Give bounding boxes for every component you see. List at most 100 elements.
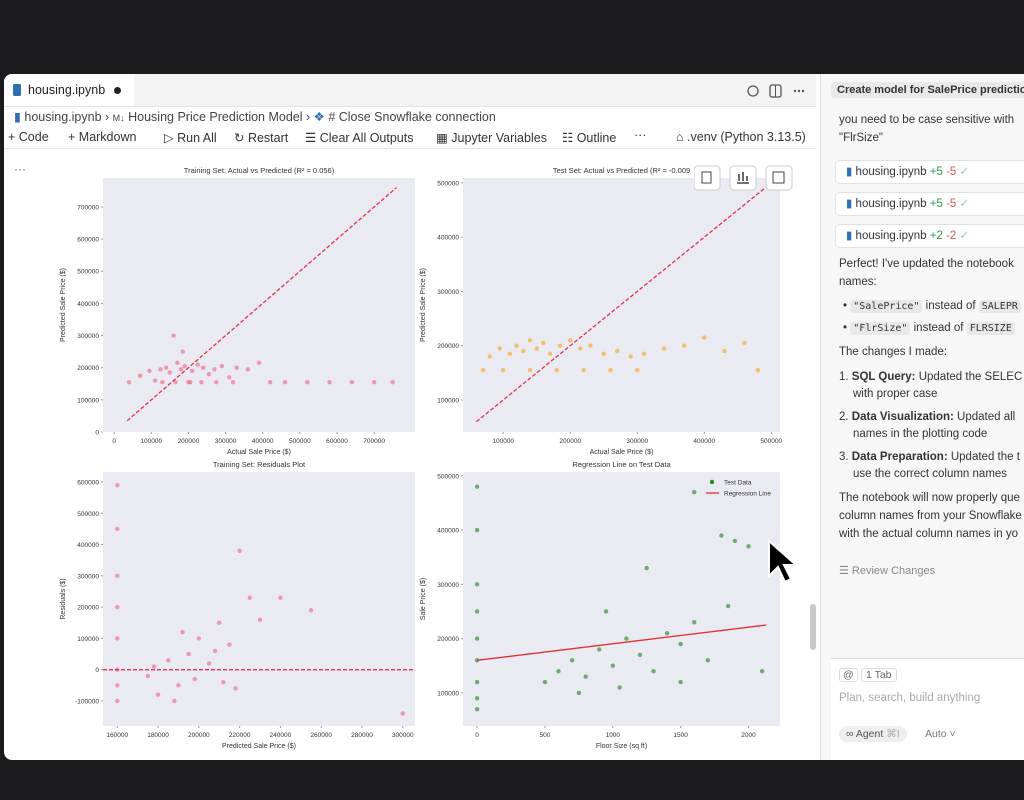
label: Clear All Outputs	[319, 131, 414, 145]
point	[681, 343, 687, 348]
file-name: housing.ipynb	[855, 198, 927, 210]
text: Perfect! I've updated the notebook	[839, 258, 1014, 270]
toolbar-button[interactable]: + Markdown	[68, 130, 137, 144]
toolbar-button[interactable]: ▷ Run All	[164, 131, 217, 145]
point	[608, 367, 613, 373]
tab[interactable]	[4, 74, 134, 106]
plot-area	[103, 178, 415, 432]
point	[115, 636, 120, 641]
model-picker[interactable]: Auto ˅	[925, 728, 956, 740]
x-tick-label: 280000	[351, 732, 373, 739]
output-actions[interactable]	[694, 164, 794, 192]
removed: -5	[946, 198, 957, 210]
point	[678, 679, 683, 685]
x-axis-label: Actual Sale Price ($)	[590, 449, 654, 456]
point	[180, 629, 185, 635]
x-tick-label: 220000	[229, 732, 251, 739]
placeholder: Plan, search, build anything	[839, 692, 981, 704]
y-tick-label: 100000	[77, 397, 99, 404]
point	[474, 527, 480, 533]
point	[145, 673, 151, 679]
breadcrumb-item[interactable]: housing.ipynb	[24, 110, 102, 124]
breadcrumb-item[interactable]: # Close Snowflake connection	[328, 110, 496, 124]
y-tick-label: 300000	[437, 289, 459, 296]
x-axis-label: Actual Sale Price ($)	[227, 449, 291, 456]
code: "FlrSize"	[850, 322, 911, 335]
point	[569, 658, 575, 663]
x-tick-label: 500000	[289, 438, 311, 445]
shortcut: ⌘I	[886, 728, 900, 740]
point	[155, 692, 161, 697]
point	[221, 680, 226, 685]
y-tick-label: 600000	[77, 237, 99, 244]
tab-title[interactable]: housing.ipynb	[28, 83, 106, 97]
toolbar-button[interactable]: + Code	[8, 130, 49, 144]
point	[474, 484, 480, 489]
y-tick-label: 600000	[77, 480, 99, 487]
unsaved-dot	[114, 87, 121, 94]
point	[214, 379, 219, 385]
file-chip[interactable]: ▮ housing.ipynb +5 -5 ✓	[835, 160, 1024, 184]
text: names in the plotting code	[853, 428, 988, 440]
review-changes[interactable]: ☰ Review Changes	[839, 565, 936, 577]
point	[527, 367, 533, 373]
point	[759, 668, 765, 674]
y-tick-label: 100000	[77, 636, 99, 643]
point	[641, 351, 647, 357]
chat-input[interactable]	[831, 658, 1024, 760]
point	[233, 686, 238, 691]
y-tick-label: 300000	[437, 582, 459, 589]
point	[474, 636, 480, 641]
point	[705, 658, 711, 663]
point	[115, 573, 120, 579]
x-tick-label: 400000	[252, 438, 274, 445]
point	[173, 379, 178, 385]
file-chip[interactable]: ▮ housing.ipynb +5 -5 ✓	[835, 192, 1024, 216]
point	[227, 375, 232, 380]
toolbar-more[interactable]: ···	[634, 128, 647, 142]
toolbar-button[interactable]: ☷ Outline	[562, 131, 617, 145]
label: Markdown	[78, 130, 137, 144]
toolbar-button[interactable]: ↻ Restart	[234, 131, 289, 145]
label: Agent	[855, 728, 884, 740]
mention-button[interactable]: @	[839, 668, 858, 682]
point	[581, 367, 586, 373]
y-axis-label: Sale Price ($)	[420, 578, 427, 620]
window-actions[interactable]	[746, 83, 816, 99]
toolbar-button[interactable]: ☰ Clear All Outputs	[305, 131, 414, 145]
mode-picker[interactable]: ∞ Agent ⌘I	[839, 726, 907, 742]
context-chip[interactable]: 1 Tab	[861, 668, 897, 682]
y-tick-label: 400000	[437, 235, 459, 242]
kernel-picker[interactable]: ⌂ .venv (Python 3.13.5)	[676, 130, 806, 144]
removed: -5	[946, 166, 957, 178]
point	[644, 565, 649, 571]
breadcrumb-item[interactable]: Housing Price Prediction Model	[128, 110, 303, 124]
x-tick-label: 1500	[673, 732, 688, 739]
point	[624, 636, 629, 641]
point	[732, 538, 738, 544]
text: Updated all	[957, 411, 1016, 423]
point	[147, 368, 152, 374]
point	[637, 652, 643, 658]
x-tick-label: 0	[475, 732, 479, 739]
chat-title[interactable]: Create model for SalePrice predictio	[831, 82, 1024, 98]
point	[603, 609, 609, 614]
y-tick-label: 200000	[77, 365, 99, 372]
file-chip[interactable]: ▮ housing.ipynb +2 -2 ✓	[835, 224, 1024, 248]
point	[278, 595, 283, 600]
point	[178, 367, 184, 372]
text: column names from your Snowflake	[839, 510, 1022, 522]
label: Review Changes	[851, 565, 936, 577]
toolbar-button[interactable]: ▦ Jupyter Variables	[436, 131, 547, 145]
code: "SalePrice"	[850, 300, 923, 313]
label: Outline	[576, 131, 617, 145]
point	[534, 346, 539, 351]
point	[722, 348, 727, 354]
point	[160, 379, 165, 385]
point	[664, 630, 670, 636]
point	[556, 668, 561, 674]
cell-menu[interactable]: ···	[14, 162, 26, 176]
added: +5	[929, 166, 943, 178]
point	[308, 608, 314, 613]
scrollbar[interactable]	[810, 604, 816, 650]
